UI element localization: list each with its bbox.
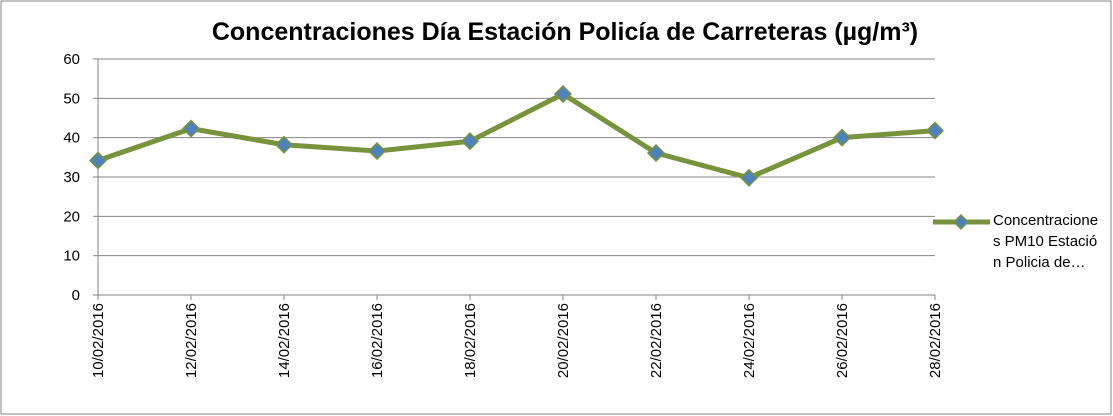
point-marker — [274, 135, 294, 154]
x-tick-label: 12/02/2016 — [183, 303, 200, 378]
point-marker — [739, 168, 759, 187]
x-tick-label: 16/02/2016 — [369, 303, 386, 378]
x-tick-label: 24/02/2016 — [741, 303, 758, 378]
x-tick-label: 14/02/2016 — [276, 303, 293, 378]
y-tick-label: 60 — [63, 51, 80, 68]
y-tick-label: 30 — [63, 169, 80, 186]
point-marker — [646, 143, 666, 163]
series-line — [97, 91, 936, 181]
x-tick-label: 18/02/2016 — [462, 303, 479, 378]
legend-label: Concentraciones PM10 Estación Policia de… — [993, 212, 1099, 271]
x-tick-label: 28/02/2016 — [927, 303, 944, 378]
point-marker — [925, 121, 945, 140]
y-tick-label: 20 — [63, 208, 80, 225]
y-tick-label: 10 — [63, 248, 80, 265]
point-marker — [367, 141, 387, 161]
y-tick-label: 40 — [63, 130, 80, 147]
y-tick-label: 0 — [72, 287, 80, 304]
x-tick-label: 26/02/2016 — [834, 303, 851, 378]
x-tick-label: 10/02/2016 — [90, 303, 107, 378]
point-marker — [181, 119, 201, 138]
legend-marker — [952, 213, 970, 231]
point-marker — [88, 151, 108, 170]
point-marker — [832, 128, 852, 147]
x-tick-label: 20/02/2016 — [555, 303, 572, 378]
y-tick-label: 50 — [63, 90, 80, 107]
x-tick-label: 22/02/2016 — [648, 303, 665, 378]
point-marker — [460, 132, 480, 151]
chart-title: Concentraciones Día Estación Policía de … — [212, 18, 918, 46]
point-marker — [553, 84, 573, 104]
